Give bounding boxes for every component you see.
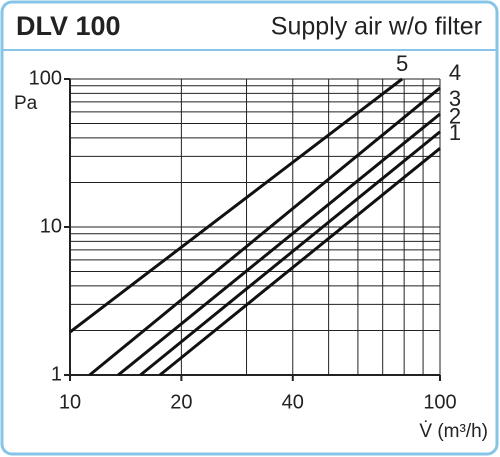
series-label: 3 <box>449 86 461 111</box>
series-line <box>117 112 441 377</box>
series-label: 1 <box>449 120 461 145</box>
chart-title: DLV 100 <box>16 11 121 41</box>
x-axis-label: V̇ (m³/h) <box>419 421 488 442</box>
y-tick-label: 100 <box>29 67 62 89</box>
y-tick-label: 10 <box>40 215 62 237</box>
x-tick-label: 100 <box>423 391 456 413</box>
y-tick-label: 1 <box>51 363 62 385</box>
x-tick-label: 10 <box>59 391 81 413</box>
series-line <box>139 130 441 377</box>
series-line <box>69 77 404 334</box>
series-line <box>88 86 441 377</box>
series-label: 2 <box>449 104 461 129</box>
x-tick-label: 20 <box>170 391 192 413</box>
chart-subtitle: Supply air w/o filter <box>271 13 482 41</box>
series-label: 5 <box>396 51 408 76</box>
series-label: 4 <box>449 60 461 85</box>
y-axis-label: Pa <box>14 93 38 114</box>
x-tick-label: 40 <box>282 391 304 413</box>
series-line <box>158 147 441 377</box>
